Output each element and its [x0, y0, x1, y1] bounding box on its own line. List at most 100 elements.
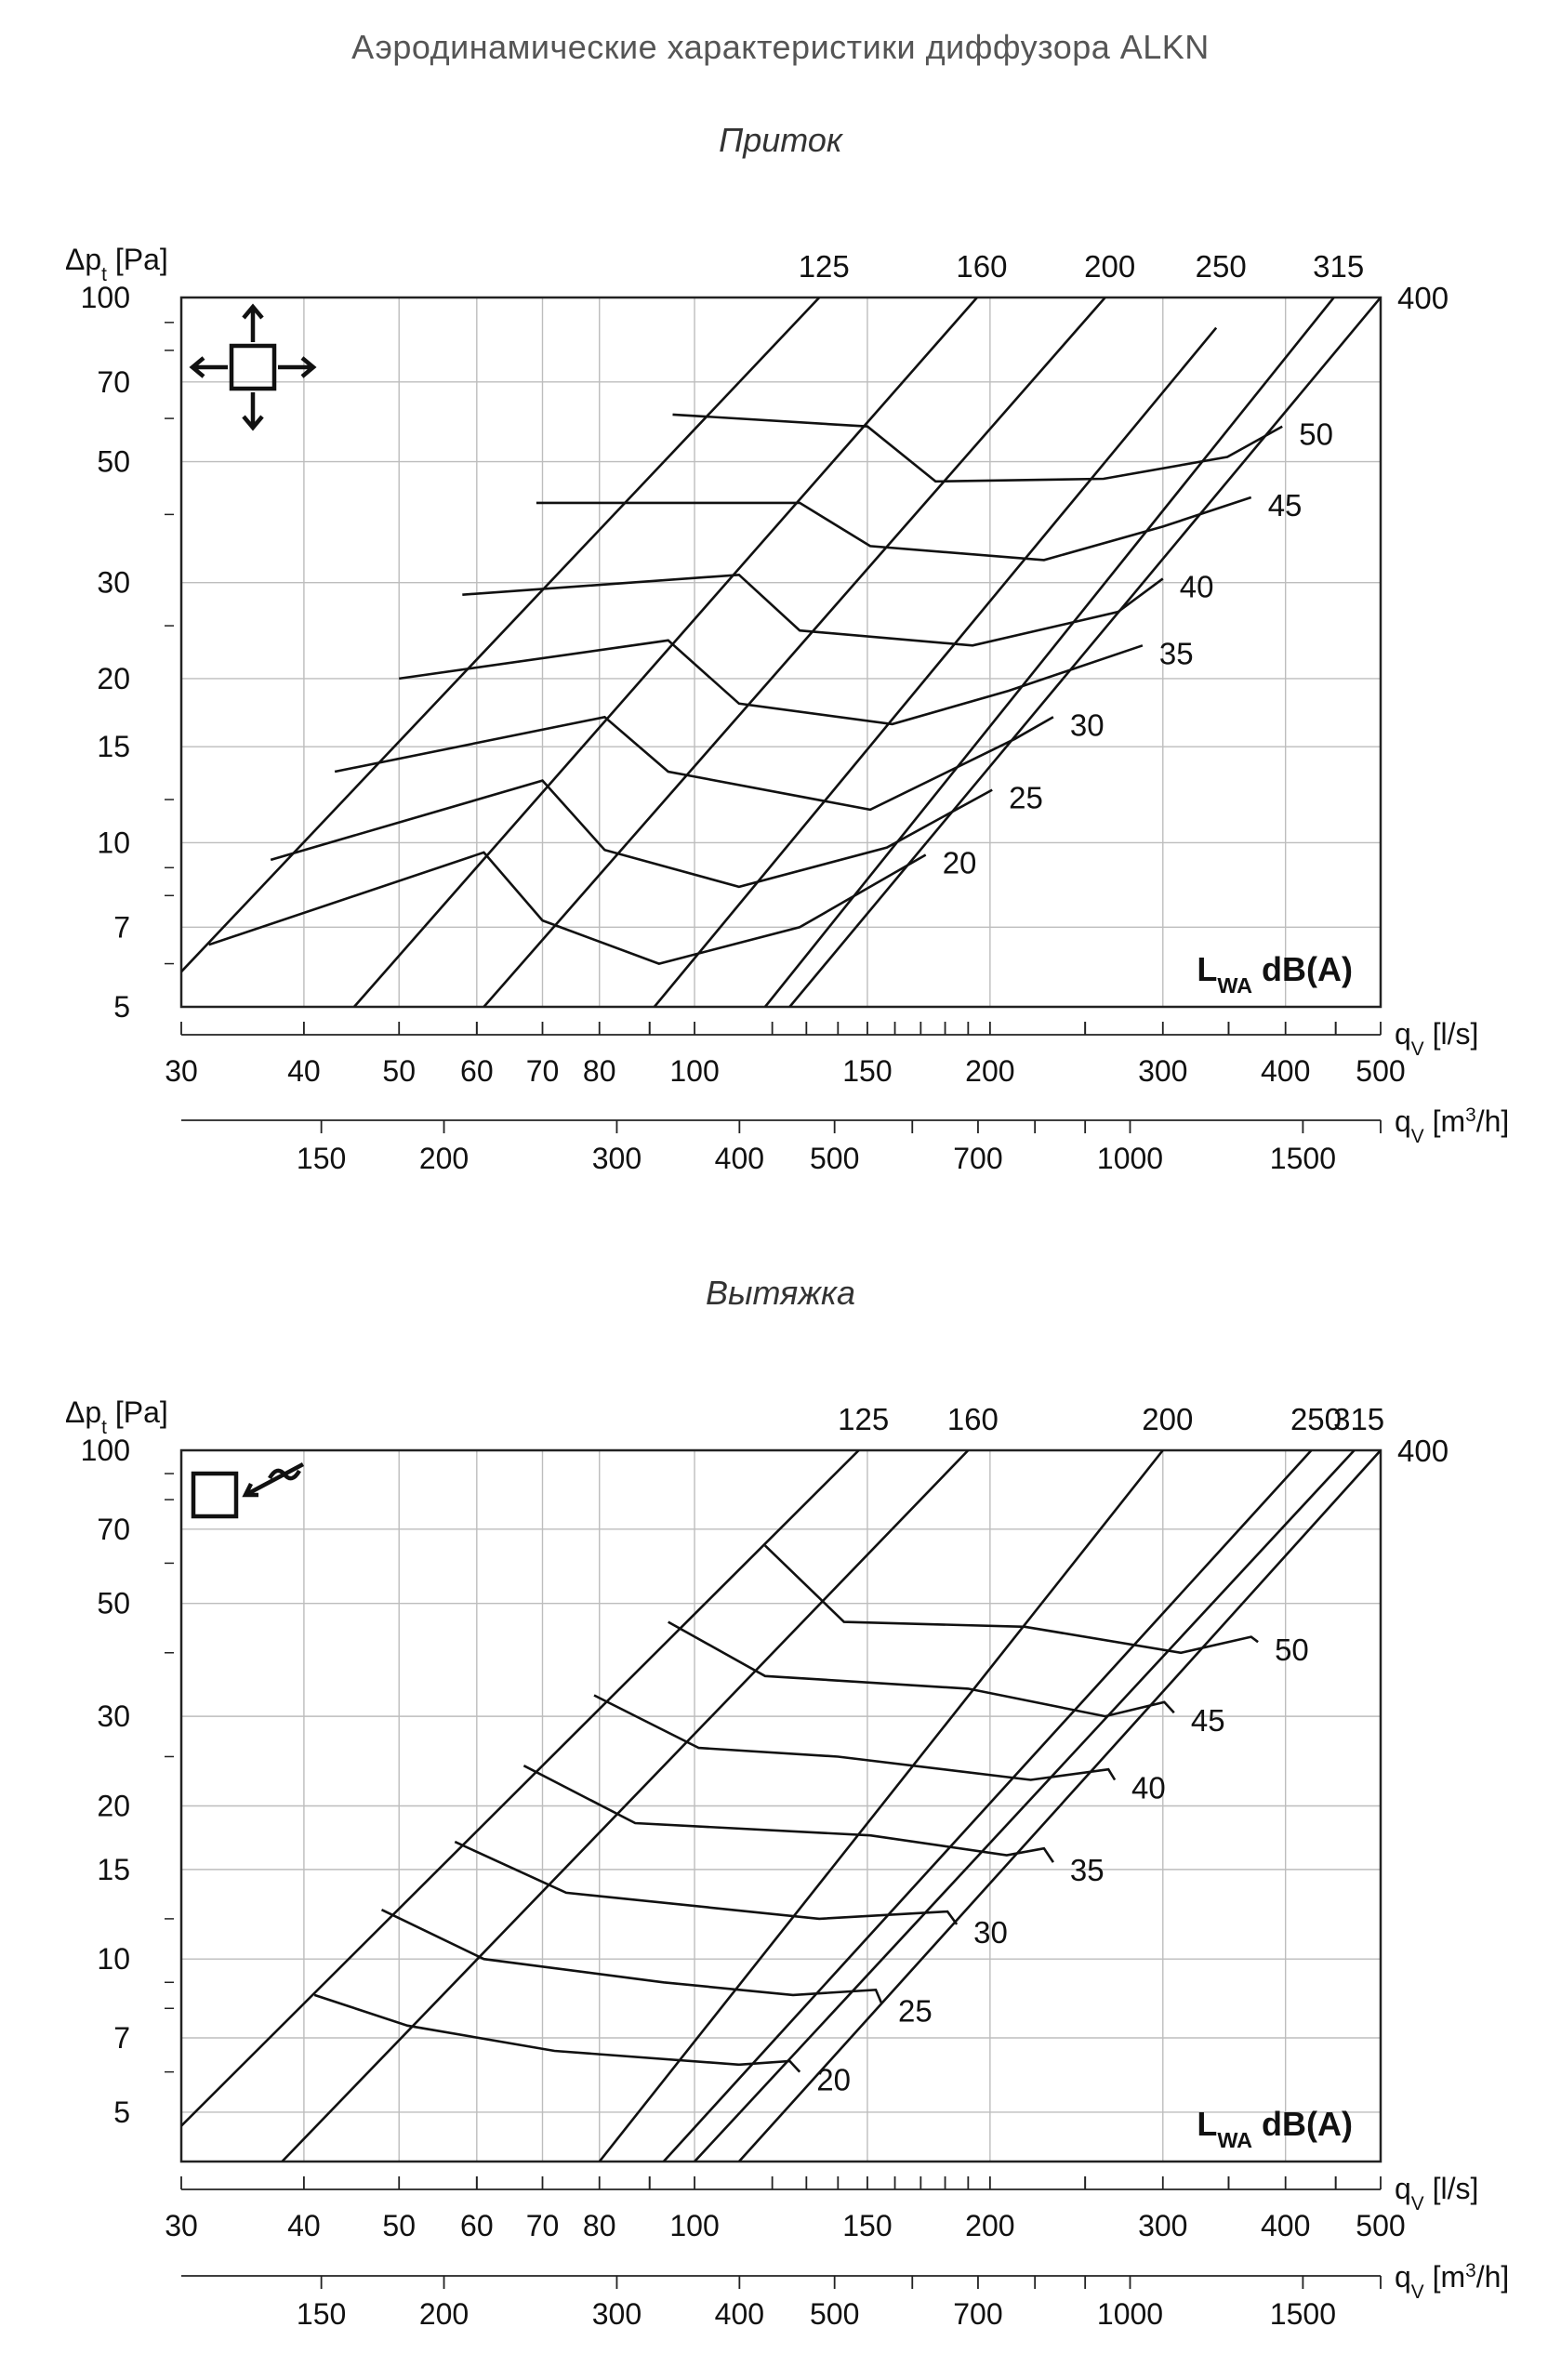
x-tick-label-ls: 80 [583, 1054, 616, 1088]
y-tick-label: 5 [113, 990, 130, 1024]
x-axis-label-m3h: qV [m3/h] [1395, 1104, 1509, 1147]
x-tick-label-ls: 100 [669, 1054, 719, 1088]
arrow-left [189, 356, 228, 378]
noise-line-20 [208, 851, 927, 965]
size-label-125: 125 [799, 249, 850, 284]
arrow-in [242, 1462, 305, 1498]
size-label-315: 315 [1333, 1402, 1384, 1436]
size-line-160 [281, 1450, 970, 2162]
size-line-315 [763, 298, 1335, 1007]
noise-line-25 [270, 779, 993, 889]
x-tick-label-m3h: 150 [297, 1142, 346, 1175]
noise-line-20 [313, 1993, 801, 2073]
x-tick-label-ls: 300 [1138, 1054, 1187, 1088]
size-line-200 [483, 298, 1106, 1007]
y-tick-label: 100 [81, 281, 130, 314]
x-tick-label-ls: 500 [1356, 2209, 1405, 2242]
x-tick-label-m3h: 300 [592, 2297, 642, 2331]
x-tick-label-ls: 400 [1261, 2209, 1310, 2242]
x-tick-label-ls: 40 [287, 1054, 321, 1088]
x-tick-label-ls: 200 [965, 1054, 1014, 1088]
noise-line-30 [454, 1840, 959, 1925]
arrow-right [278, 356, 317, 378]
y-tick-label: 30 [97, 566, 130, 600]
x-tick-label-ls: 100 [669, 2209, 719, 2242]
size-lines-supply [181, 298, 1381, 1007]
size-label-315: 315 [1313, 249, 1364, 284]
noise-label-20: 20 [943, 846, 977, 880]
x-tick-label-ls: 80 [583, 2209, 616, 2242]
x-tick-label-m3h: 200 [419, 2297, 469, 2331]
noise-label-50: 50 [1275, 1633, 1309, 1667]
x-tick-label-m3h: 400 [715, 1142, 764, 1175]
grid-exhaust [180, 1449, 1382, 2162]
four-way-arrows-icon [189, 303, 317, 431]
x-tick-label-ls: 60 [460, 1054, 494, 1088]
x-tick-label-m3h: 1000 [1097, 1142, 1163, 1175]
x-tick-label-m3h: 1500 [1270, 2297, 1336, 2331]
noise-axis-label: LWA dB(A) [1197, 950, 1353, 998]
x-axis-label-ls: qV [l/s] [1395, 2172, 1478, 2215]
exhaust-chart-subtitle: Вытяжка [705, 1274, 856, 1312]
y-axis-label: Δpt [Pa] [65, 1395, 168, 1438]
noise-line-40 [593, 1694, 1117, 1781]
noise-line-35 [523, 1765, 1054, 1863]
x-tick-label-ls: 200 [965, 2209, 1014, 2242]
size-label-160: 160 [956, 249, 1007, 284]
x-tick-label-m3h: 400 [715, 2297, 764, 2331]
noise-label-35: 35 [1159, 636, 1194, 670]
y-tick-label: 100 [81, 1434, 130, 1467]
y-tick-label: 15 [97, 1853, 130, 1886]
y-minor-ticks-supply [165, 322, 174, 965]
x-tick-label-ls: 40 [287, 2209, 321, 2242]
icon-square [229, 343, 277, 391]
x-axis-ls-exhaust [180, 2176, 1382, 2190]
y-tick-label: 50 [97, 445, 130, 479]
y-tick-label: 10 [97, 1942, 130, 1976]
x-tick-label-m3h: 1500 [1270, 1142, 1336, 1175]
x-tick-label-ls: 30 [165, 2209, 198, 2242]
size-label-400: 400 [1397, 1434, 1449, 1468]
size-line-125 [181, 1450, 860, 2127]
x-axis-label-ls: qV [l/s] [1395, 1017, 1478, 1060]
noise-label-25: 25 [1009, 781, 1043, 815]
size-line-160 [352, 298, 978, 1007]
size-line-400 [788, 298, 1381, 1007]
noise-label-25: 25 [898, 1993, 933, 2028]
noise-label-30: 30 [1070, 707, 1105, 742]
x-tick-label-ls: 400 [1261, 1054, 1310, 1088]
plot-frame-exhaust [179, 1448, 1382, 2163]
x-tick-label-m3h: 200 [419, 1142, 469, 1175]
noise-label-40: 40 [1180, 569, 1214, 603]
size-label-250: 250 [1196, 249, 1247, 284]
y-tick-label: 50 [97, 1587, 130, 1620]
x-tick-label-m3h: 700 [953, 2297, 1002, 2331]
x-tick-label-ls: 50 [382, 2209, 416, 2242]
arrow-down [242, 392, 264, 431]
noise-lines-exhaust [313, 1544, 1259, 2073]
x-tick-label-ls: 60 [460, 2209, 494, 2242]
y-tick-label: 10 [97, 826, 130, 859]
x-tick-label-ls: 150 [842, 2209, 892, 2242]
noise-label-45: 45 [1268, 488, 1303, 522]
x-tick-label-m3h: 150 [297, 2297, 346, 2331]
size-line-200 [598, 1450, 1164, 2162]
x-tick-label-m3h: 500 [810, 2297, 859, 2331]
icon-square [191, 1471, 239, 1519]
size-lines-exhaust [181, 1450, 1381, 2162]
x-tick-label-m3h: 700 [953, 1142, 1002, 1175]
noise-axis-label: LWA dB(A) [1197, 2105, 1353, 2152]
size-label-200: 200 [1084, 249, 1135, 284]
x-tick-label-ls: 150 [842, 1054, 892, 1088]
x-axis-m3h-supply [181, 1119, 1382, 1133]
noise-label-50: 50 [1299, 417, 1333, 452]
arrow-wave [268, 1468, 301, 1481]
noise-label-35: 35 [1070, 1853, 1105, 1887]
x-tick-label-m3h: 1000 [1097, 2297, 1163, 2331]
noise-line-45 [536, 496, 1252, 562]
size-label-250: 250 [1290, 1402, 1342, 1436]
arrow-up [242, 303, 264, 342]
y-minor-ticks-exhaust [165, 1473, 174, 2073]
